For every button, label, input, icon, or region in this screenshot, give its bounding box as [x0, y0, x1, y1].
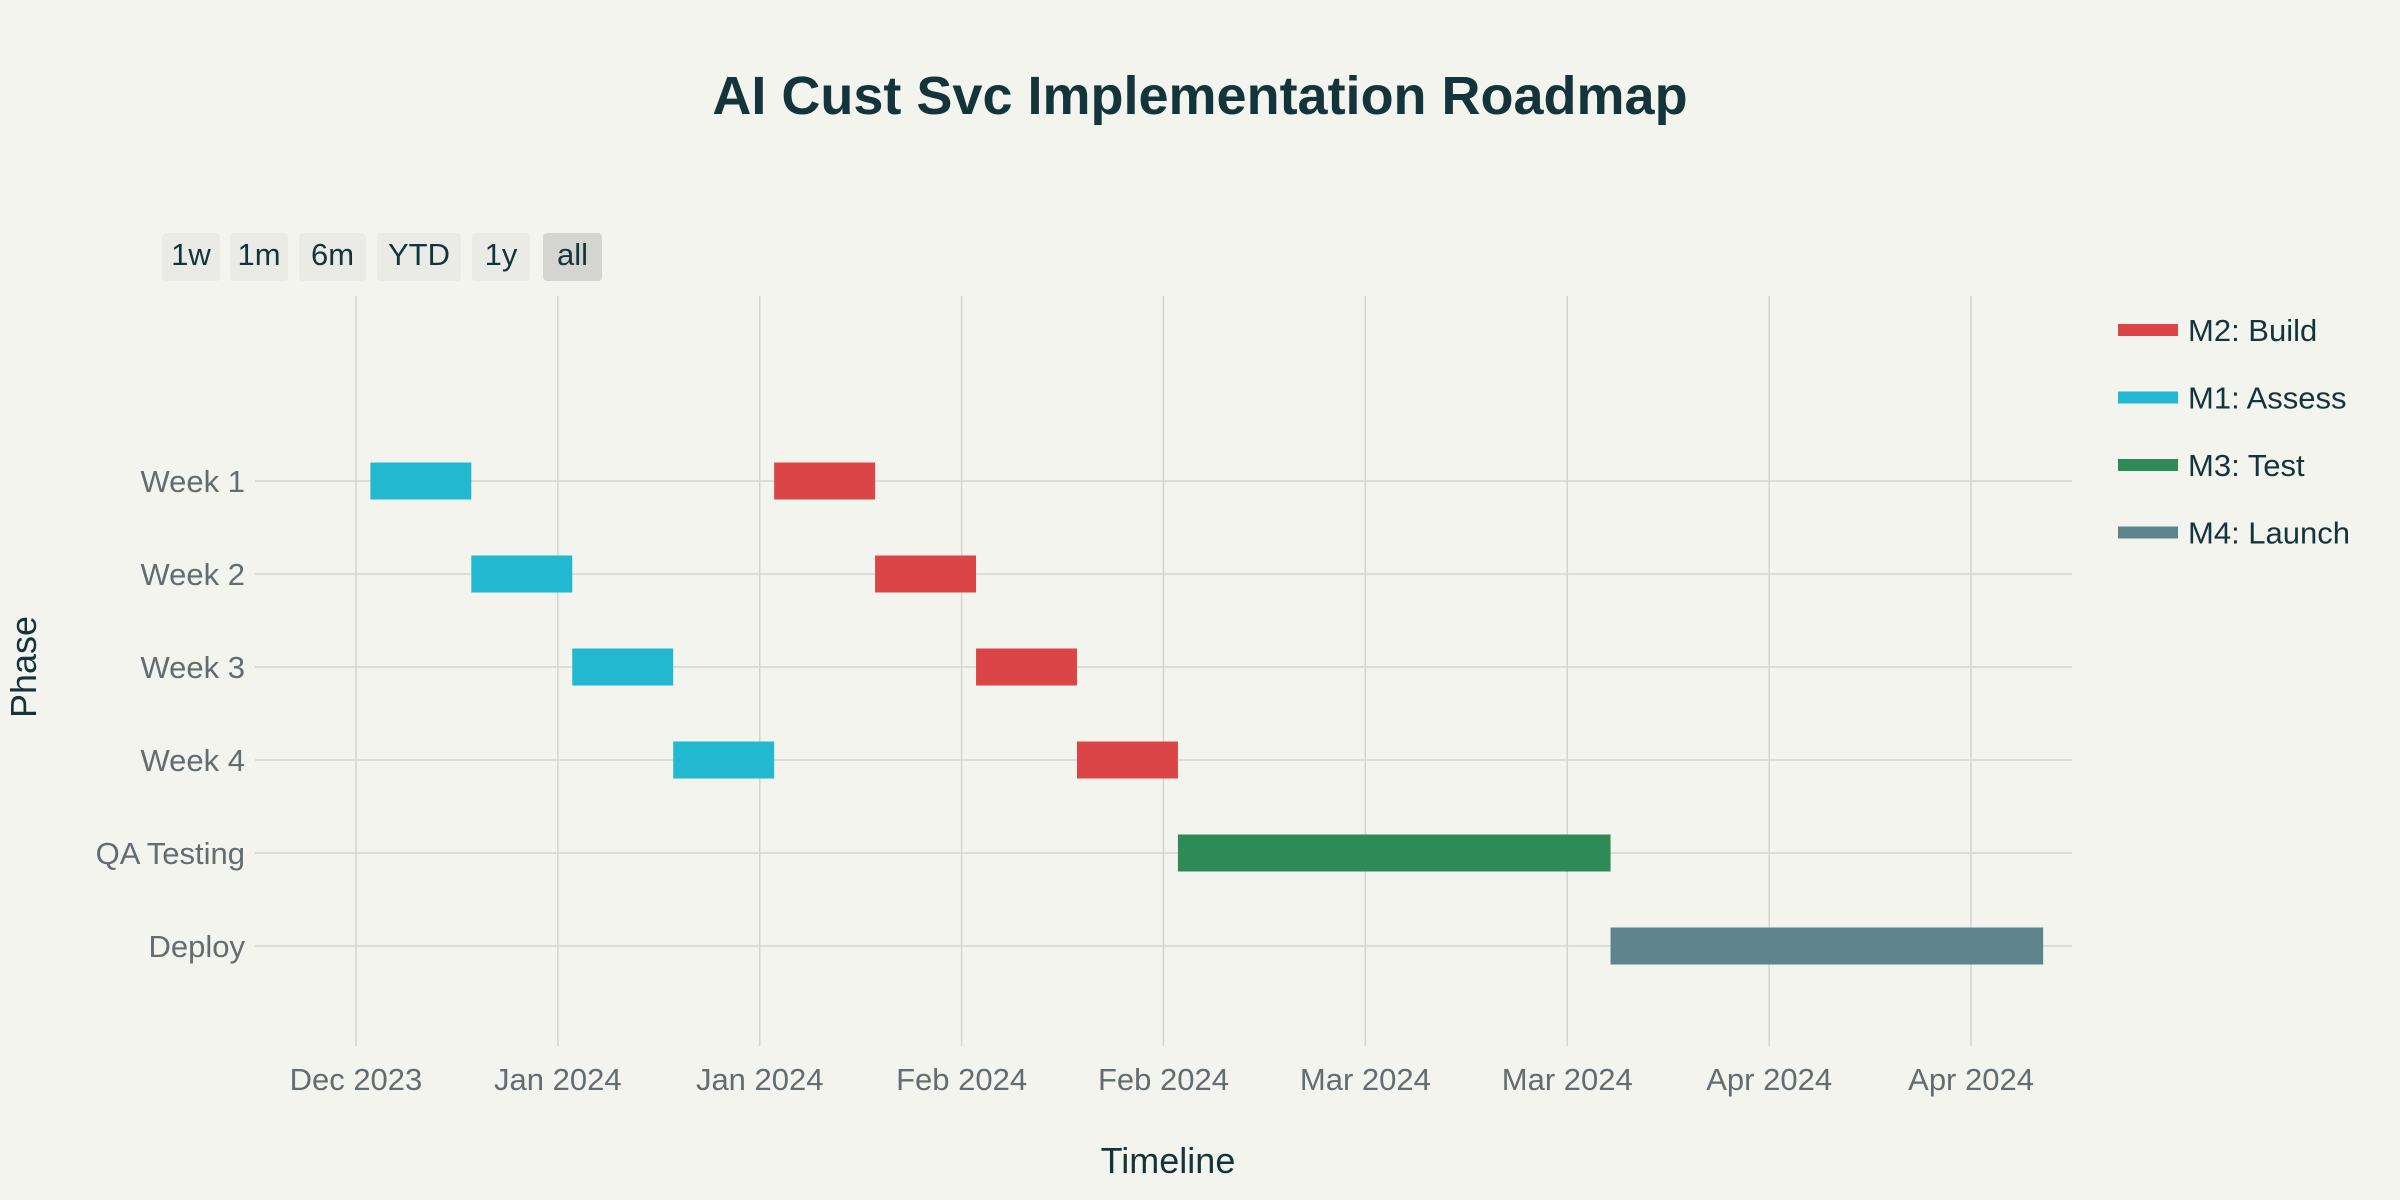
y-tick-label: Week 1	[140, 464, 245, 499]
legend-label: M3: Test	[2188, 448, 2305, 483]
gantt-bar[interactable]: M2: Build — Week 4	[1076, 741, 1178, 779]
x-tick-label: Apr 2024	[1908, 1062, 2034, 1097]
y-tick-label: Week 2	[140, 557, 245, 592]
grid-lines	[255, 296, 2072, 1046]
range-button-bg	[377, 233, 461, 281]
legend-swatch	[2118, 324, 2178, 336]
range-button-1m[interactable]: 1m	[230, 233, 288, 281]
gantt-bar[interactable]: M1: Assess — Week 4	[673, 741, 775, 779]
y-tick-label: QA Testing	[96, 836, 245, 871]
x-tick-label: Feb 2024	[1098, 1062, 1229, 1097]
x-tick-label: Jan 2024	[696, 1062, 824, 1097]
range-button-label: 6m	[311, 237, 354, 272]
legend-item[interactable]: M3: Test	[2118, 448, 2305, 483]
gantt-bar[interactable]: M1: Assess — Week 3	[572, 648, 674, 686]
range-button-bg	[299, 233, 366, 281]
legend-item[interactable]: M4: Launch	[2118, 516, 2350, 551]
legend-swatch	[2118, 526, 2178, 539]
range-button-bg	[472, 233, 530, 281]
gantt-bar[interactable]: M4: Launch — Deploy	[1610, 927, 2044, 965]
gantt-bar[interactable]: M3: Test — QA Testing	[1177, 834, 1611, 872]
range-button-6m[interactable]: 6m	[299, 233, 366, 281]
x-axis-ticks: Dec 2023 Jan 2024 Jan 2024 Feb 2024 Feb 2024…	[290, 1062, 2034, 1097]
x-tick-label: Apr 2024	[1706, 1062, 1832, 1097]
gantt-bar[interactable]: M1: Assess — Week 1	[370, 462, 472, 500]
legend-label: M2: Build	[2188, 313, 2317, 348]
gantt-bar[interactable]: M1: Assess — Week 2	[471, 555, 573, 593]
range-button-bg	[162, 233, 220, 281]
range-button-all[interactable]: all	[543, 233, 602, 281]
gantt-bar[interactable]: M2: Build — Week 1	[774, 462, 876, 500]
range-button-label: 1y	[485, 237, 518, 272]
x-tick-label: Feb 2024	[896, 1062, 1027, 1097]
y-tick-label: Week 4	[140, 743, 245, 778]
chart-title: AI Cust Svc Implementation Roadmap	[712, 66, 1687, 126]
range-button-ytd[interactable]: YTD	[377, 233, 461, 281]
legend: M2: Build M1: Assess M3: Test M4: Launch	[2118, 313, 2350, 551]
gantt-bar[interactable]: M2: Build — Week 3	[976, 648, 1077, 686]
y-axis-title: Phase	[3, 616, 44, 718]
x-tick-label: Mar 2024	[1300, 1062, 1431, 1097]
legend-item[interactable]: M2: Build	[2118, 313, 2317, 348]
range-button-bg	[230, 233, 288, 281]
legend-item[interactable]: M1: Assess	[2118, 381, 2347, 416]
gantt-bar[interactable]: M2: Build — Week 2	[875, 555, 977, 593]
x-tick-label: Dec 2023	[290, 1062, 423, 1097]
y-axis-ticks: Week 1 Week 2 Week 3 Week 4 QA Testing Deploy	[96, 464, 246, 964]
range-button-1y[interactable]: 1y	[472, 233, 530, 281]
range-button-label: YTD	[388, 237, 450, 272]
range-button-bg	[543, 233, 602, 281]
x-tick-label: Mar 2024	[1502, 1062, 1633, 1097]
y-tick-label: Deploy	[149, 929, 246, 964]
legend-swatch	[2118, 459, 2178, 471]
range-button-label: 1w	[171, 237, 211, 272]
range-button-label: all	[557, 237, 588, 272]
y-tick-label: Week 3	[140, 650, 245, 685]
bars-layer: M1: Assess — Week 1 M1: Assess — Week 2 M1…	[370, 462, 2044, 965]
legend-label: M1: Assess	[2188, 381, 2347, 416]
x-axis-title: Timeline	[1101, 1140, 1236, 1181]
range-button-label: 1m	[237, 237, 280, 272]
x-tick-label: Jan 2024	[494, 1062, 622, 1097]
range-button-1w[interactable]: 1w	[162, 233, 220, 281]
legend-swatch	[2118, 391, 2178, 404]
range-selector: 1w 1m 6m YTD 1y all	[162, 233, 602, 281]
legend-label: M4: Launch	[2188, 516, 2350, 551]
